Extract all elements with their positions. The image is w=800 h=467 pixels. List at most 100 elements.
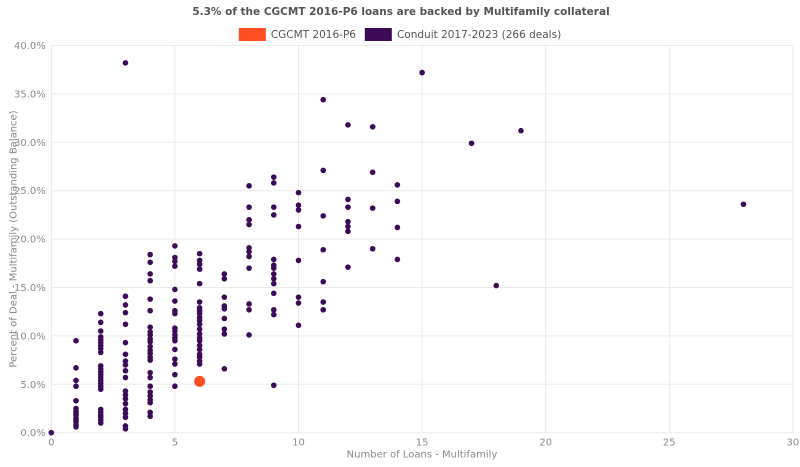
data-point-conduit (122, 414, 129, 421)
data-point-conduit (196, 310, 203, 317)
data-point-conduit (196, 280, 203, 287)
data-point-conduit (345, 223, 351, 230)
data-point-conduit (419, 69, 425, 76)
data-point-conduit (147, 413, 153, 420)
data-point-conduit (196, 346, 203, 353)
data-point-conduit (196, 299, 203, 305)
data-point-conduit (172, 337, 178, 344)
data-point-conduit (147, 399, 153, 406)
data-point-conduit (246, 183, 252, 189)
data-point-conduit (493, 282, 500, 289)
data-point-conduit (369, 205, 376, 211)
data-point-conduit (270, 180, 277, 186)
data-point-conduit (221, 275, 228, 282)
data-point-conduit (246, 253, 252, 260)
data-point-conduit (73, 397, 79, 404)
y-tick-label: 15.0% (14, 283, 46, 294)
data-point-conduit (122, 339, 129, 346)
data-point-conduit (122, 396, 129, 402)
x-axis-title: Number of Loans - Multifamily (346, 449, 498, 461)
data-point-conduit (147, 338, 153, 345)
data-point-conduit (122, 367, 129, 374)
data-point-conduit (172, 243, 178, 249)
data-point-conduit (246, 306, 252, 313)
data-point-conduit (196, 321, 203, 328)
data-point-conduit (147, 393, 153, 399)
data-point-conduit (196, 261, 203, 268)
data-point-conduit (295, 223, 302, 230)
data-point-conduit (97, 420, 104, 426)
data-point-conduit (369, 124, 376, 130)
data-point-conduit (345, 264, 351, 270)
data-point-conduit (196, 337, 203, 344)
data-point-conduit (518, 127, 524, 134)
data-point-conduit (122, 293, 129, 300)
data-point-conduit (147, 324, 153, 330)
legend-item-cgcmt: CGCMT 2016-P6 (238, 28, 356, 41)
data-point-conduit (122, 60, 129, 66)
x-tick-label: 20 (539, 438, 552, 449)
data-point-conduit (122, 362, 129, 368)
data-point-conduit (196, 317, 203, 324)
data-point-conduit (147, 343, 153, 350)
data-point-conduit (147, 374, 153, 381)
data-point-conduit (270, 382, 277, 389)
data-point-conduit (246, 221, 252, 228)
data-point-conduit (320, 96, 327, 103)
data-point-conduit (73, 337, 79, 344)
data-point-conduit (369, 245, 376, 252)
data-point-conduit (172, 346, 178, 353)
x-tick-label: 25 (663, 438, 676, 449)
data-point-conduit (468, 140, 475, 147)
data-point-conduit (122, 410, 129, 417)
data-point-conduit (196, 250, 203, 257)
data-point-conduit (394, 224, 401, 231)
data-point-conduit (369, 169, 376, 176)
y-tick-label: 35.0% (14, 89, 46, 100)
data-point-conduit (196, 331, 203, 337)
x-tick-label: 5 (172, 438, 178, 449)
data-point-conduit (147, 383, 153, 390)
y-tick-label: 30.0% (14, 138, 46, 149)
data-point-conduit (122, 358, 129, 364)
data-point-conduit (122, 388, 129, 394)
y-axis-title: Percent of Deal - Multifamily (Outstandi… (8, 110, 20, 368)
data-point-conduit (320, 167, 327, 174)
data-point-conduit (295, 294, 302, 300)
x-tick-label: 0 (48, 438, 54, 449)
data-point-conduit (122, 321, 129, 328)
legend-swatch-cgcmt (238, 28, 266, 41)
data-point-conduit (246, 204, 252, 210)
y-tick-label: 10.0% (14, 331, 46, 342)
data-point-conduit (345, 204, 351, 210)
data-point-conduit (172, 371, 178, 378)
data-point-conduit (221, 366, 228, 372)
data-point-conduit (394, 182, 401, 188)
data-point-conduit (147, 259, 153, 266)
data-point-conduit (147, 296, 153, 302)
data-point-conduit (221, 271, 228, 277)
data-point-conduit (147, 277, 153, 284)
data-point-conduit (270, 204, 277, 210)
data-point-conduit (172, 361, 178, 367)
chart-title: 5.3% of the CGCMT 2016-P6 loans are back… (192, 6, 610, 18)
data-point-conduit (172, 263, 178, 270)
data-point-conduit (221, 326, 228, 332)
x-tick-label: 15 (416, 438, 429, 449)
data-point-conduit (196, 266, 203, 272)
data-point-conduit (97, 319, 104, 326)
data-point-conduit (172, 286, 178, 293)
data-point-conduit (221, 294, 228, 300)
data-point-conduit (48, 429, 55, 436)
data-point-conduit (270, 290, 277, 297)
y-tick-label: 40.0% (14, 41, 46, 52)
legend-label-conduit: Conduit 2017-2023 (266 deals) (396, 28, 562, 41)
data-point-conduit (147, 350, 153, 357)
data-point-conduit (270, 265, 277, 271)
data-point-conduit (320, 306, 327, 313)
legend: CGCMT 2016-P6 Conduit 2017-2023 (266 dea… (238, 28, 562, 41)
data-point-conduit (246, 216, 252, 223)
data-point-conduit (196, 326, 203, 332)
data-point-conduit (221, 315, 228, 322)
